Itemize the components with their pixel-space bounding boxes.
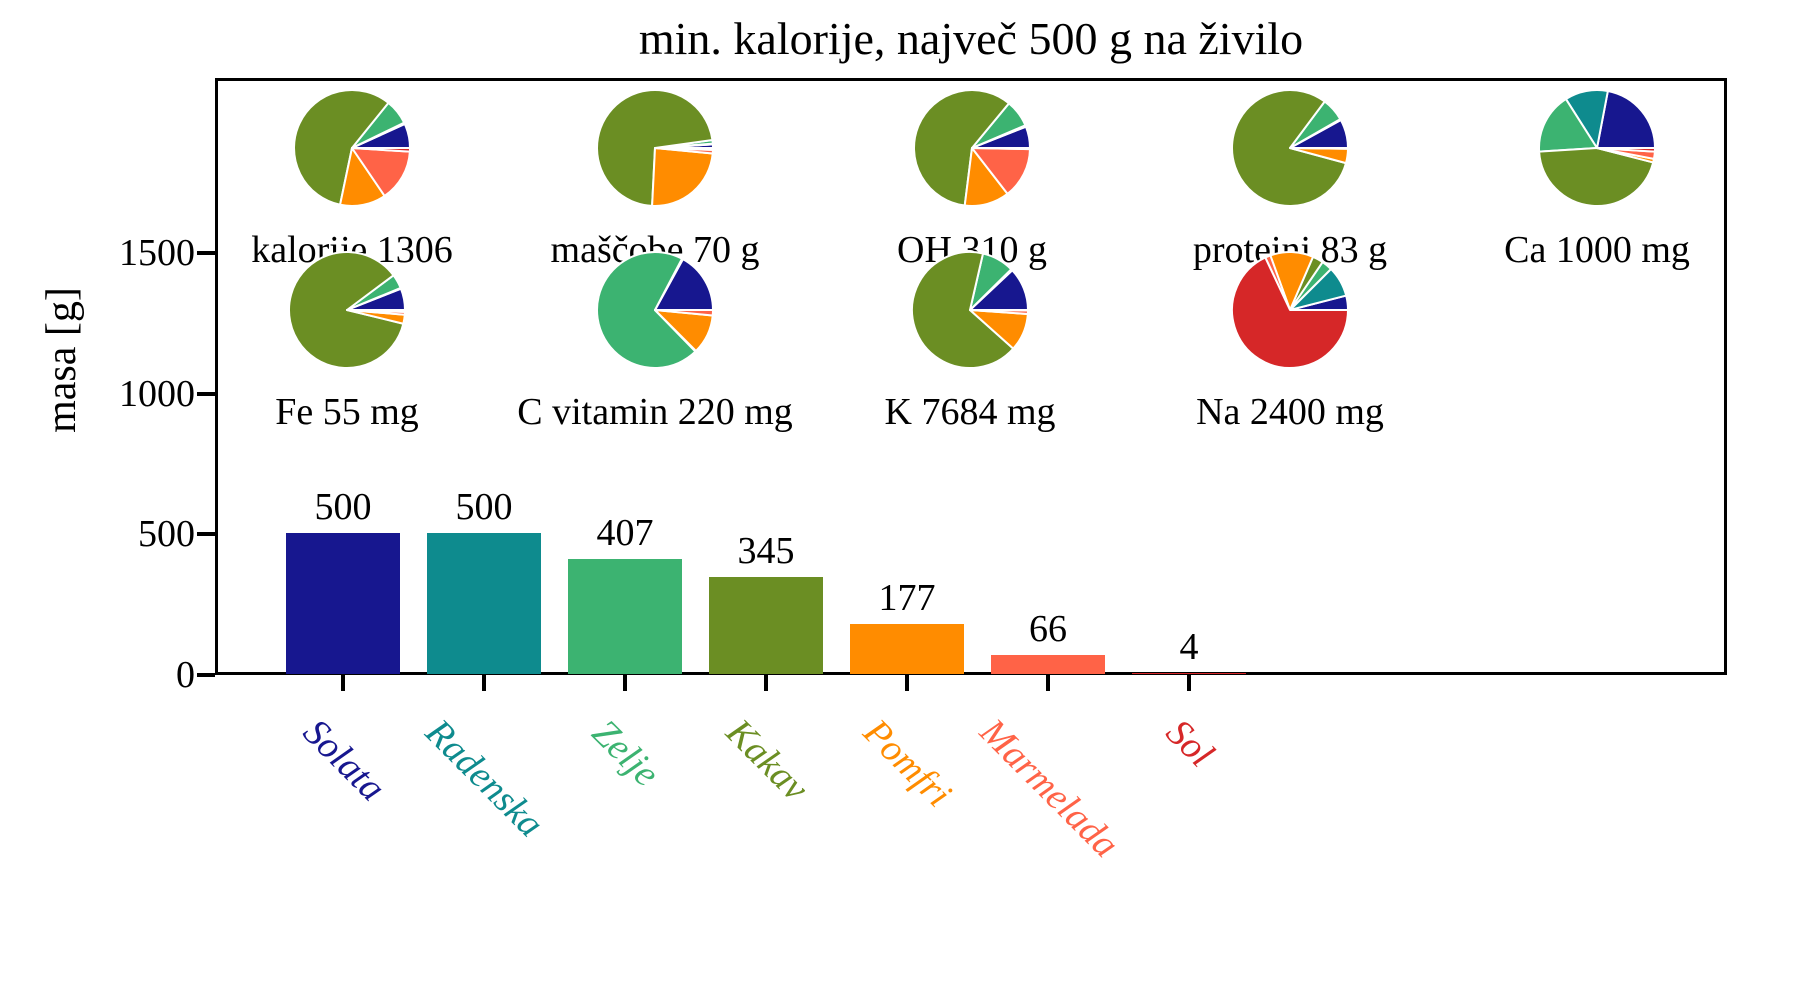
pie-ca-1000-mg <box>1538 89 1657 208</box>
pie-na-2400-mg <box>1231 251 1349 369</box>
x-label-kakav: Kakav <box>717 711 816 810</box>
pie-slice-sol <box>971 147 1032 151</box>
pie-label: Na 2400 mg <box>1196 391 1384 433</box>
pie-slice-sol <box>654 147 714 151</box>
pie-slice-zelje <box>1538 98 1598 153</box>
pie-maščobe-70-g <box>596 89 715 207</box>
pie-slice-pomfri <box>651 147 714 207</box>
pie-slice-marmelada <box>1289 147 1350 150</box>
y-tick-label: 1000 <box>119 372 195 415</box>
bar-value-label: 66 <box>1029 608 1067 651</box>
y-tick-label: 1500 <box>119 231 195 274</box>
pie-slice-kakav <box>913 89 1010 207</box>
bar-pomfri <box>850 624 964 674</box>
pie-c-vitamin-220-mg <box>596 251 714 369</box>
x-label-zelje: Zelje <box>583 711 668 795</box>
pie-label: C vitamin 220 mg <box>517 391 793 433</box>
y-tick-label: 500 <box>138 513 195 556</box>
pie-label: K 7684 mg <box>884 391 1056 433</box>
pie-slice-solata <box>654 258 714 311</box>
pie-slice-sol <box>1231 256 1349 369</box>
bar-sol <box>1132 672 1246 674</box>
pie-slice-kakav <box>293 89 390 206</box>
pie-kalorije-1306 <box>293 89 412 207</box>
x-tick-mark <box>623 675 627 691</box>
pie-fe-55-mg <box>288 251 406 369</box>
x-tick-mark <box>482 675 486 691</box>
bar-solata <box>286 533 400 674</box>
bar-value-label: 500 <box>314 486 372 529</box>
bar-value-label: 345 <box>737 529 795 572</box>
bar-zelje <box>568 559 682 674</box>
bar-radenska <box>427 533 541 674</box>
pie-proteini-83-g <box>1231 89 1350 207</box>
x-label-marmelada: Marmelada <box>971 711 1127 867</box>
x-tick-mark <box>1046 675 1050 691</box>
x-tick-mark <box>341 675 345 691</box>
pie-slice-kakav <box>911 251 1015 369</box>
pie-k-7684-mg <box>911 251 1030 369</box>
y-tick-label: 0 <box>176 654 195 696</box>
pie-slice-marmelada <box>351 147 411 197</box>
x-label-radenska: Radenska <box>417 711 552 846</box>
pie-oh-310-g <box>913 89 1032 207</box>
pie-slice-solata <box>1596 90 1656 149</box>
pie-slice-sol <box>1596 147 1657 153</box>
y-tick-mark <box>197 250 215 255</box>
chart-title: min. kalorije, največ 500 g na živilo <box>638 13 1304 64</box>
bar-value-label: 407 <box>596 512 654 555</box>
pie-label: Fe 55 mg <box>275 391 419 433</box>
x-label-pomfri: Pomfri <box>855 711 960 816</box>
bar-value-label: 500 <box>455 486 513 529</box>
y-tick-mark <box>197 391 215 396</box>
pie-slice-zelje <box>596 251 697 369</box>
x-tick-mark <box>905 675 909 691</box>
x-label-sol: Sol <box>1157 711 1222 776</box>
x-tick-mark <box>1187 675 1191 691</box>
y-tick-mark <box>197 532 215 537</box>
bar-value-label: 4 <box>1179 625 1199 668</box>
bar-value-label: 177 <box>878 577 936 620</box>
pie-slice-marmelada <box>654 309 714 317</box>
pie-slice-kakav <box>1538 147 1655 208</box>
y-tick-mark <box>197 673 215 677</box>
x-label-solata: Solata <box>294 711 393 810</box>
pie-label: Ca 1000 mg <box>1504 229 1690 271</box>
bar-kakav <box>709 576 823 674</box>
bar-marmelada <box>991 655 1105 674</box>
pie-slice-sol <box>346 309 406 313</box>
pie-slice-sol <box>351 147 412 153</box>
x-tick-mark <box>764 675 768 691</box>
